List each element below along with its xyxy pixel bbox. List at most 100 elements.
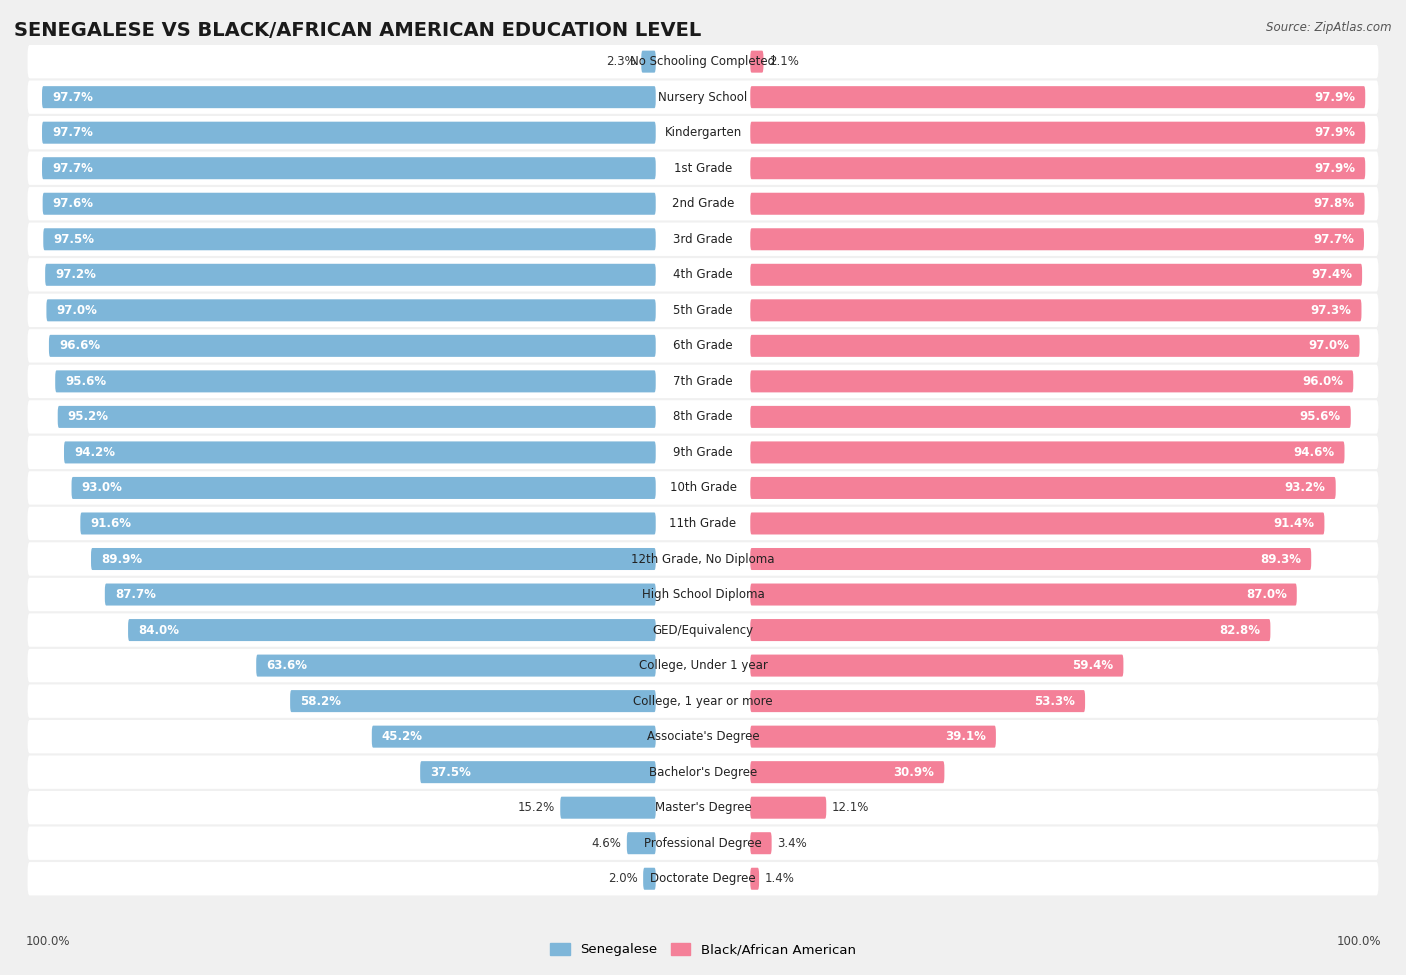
FancyBboxPatch shape	[28, 258, 1378, 292]
FancyBboxPatch shape	[28, 151, 1378, 185]
FancyBboxPatch shape	[751, 370, 1354, 392]
Text: SENEGALESE VS BLACK/AFRICAN AMERICAN EDUCATION LEVEL: SENEGALESE VS BLACK/AFRICAN AMERICAN EDU…	[14, 21, 702, 40]
FancyBboxPatch shape	[751, 725, 995, 748]
FancyBboxPatch shape	[751, 548, 1312, 570]
Text: Kindergarten: Kindergarten	[665, 126, 741, 139]
Text: 1.4%: 1.4%	[765, 873, 794, 885]
Text: College, Under 1 year: College, Under 1 year	[638, 659, 768, 672]
Text: 100.0%: 100.0%	[25, 935, 70, 948]
FancyBboxPatch shape	[627, 833, 655, 854]
FancyBboxPatch shape	[49, 334, 655, 357]
Text: Master's Degree: Master's Degree	[655, 801, 751, 814]
FancyBboxPatch shape	[751, 51, 763, 73]
FancyBboxPatch shape	[751, 157, 1365, 179]
FancyBboxPatch shape	[751, 477, 1336, 499]
Text: 97.7%: 97.7%	[52, 91, 93, 103]
FancyBboxPatch shape	[751, 228, 1364, 251]
Text: 11th Grade: 11th Grade	[669, 517, 737, 530]
Text: 87.7%: 87.7%	[115, 588, 156, 601]
FancyBboxPatch shape	[28, 649, 1378, 682]
FancyBboxPatch shape	[751, 797, 827, 819]
Text: 4.6%: 4.6%	[592, 837, 621, 850]
FancyBboxPatch shape	[290, 690, 655, 712]
Text: 97.9%: 97.9%	[1315, 162, 1355, 175]
FancyBboxPatch shape	[128, 619, 655, 642]
FancyBboxPatch shape	[28, 187, 1378, 220]
Text: 12th Grade, No Diploma: 12th Grade, No Diploma	[631, 553, 775, 566]
Text: Nursery School: Nursery School	[658, 91, 748, 103]
FancyBboxPatch shape	[28, 116, 1378, 149]
Text: 95.6%: 95.6%	[65, 374, 107, 388]
Legend: Senegalese, Black/African American: Senegalese, Black/African American	[543, 936, 863, 963]
FancyBboxPatch shape	[46, 299, 655, 322]
Text: 97.0%: 97.0%	[56, 304, 97, 317]
FancyBboxPatch shape	[28, 293, 1378, 327]
FancyBboxPatch shape	[751, 299, 1361, 322]
Text: 89.3%: 89.3%	[1260, 553, 1301, 566]
FancyBboxPatch shape	[751, 619, 1271, 642]
Text: 96.6%: 96.6%	[59, 339, 100, 352]
FancyBboxPatch shape	[256, 654, 655, 677]
FancyBboxPatch shape	[641, 51, 655, 73]
Text: Professional Degree: Professional Degree	[644, 837, 762, 850]
Text: 6th Grade: 6th Grade	[673, 339, 733, 352]
Text: 97.0%: 97.0%	[1309, 339, 1350, 352]
FancyBboxPatch shape	[751, 406, 1351, 428]
FancyBboxPatch shape	[28, 862, 1378, 895]
FancyBboxPatch shape	[28, 222, 1378, 256]
Text: 10th Grade: 10th Grade	[669, 482, 737, 494]
FancyBboxPatch shape	[65, 442, 655, 463]
FancyBboxPatch shape	[28, 791, 1378, 825]
FancyBboxPatch shape	[105, 583, 655, 605]
FancyBboxPatch shape	[91, 548, 655, 570]
Text: 15.2%: 15.2%	[517, 801, 555, 814]
Text: 93.0%: 93.0%	[82, 482, 122, 494]
Text: 59.4%: 59.4%	[1073, 659, 1114, 672]
FancyBboxPatch shape	[751, 583, 1296, 605]
Text: 4th Grade: 4th Grade	[673, 268, 733, 282]
FancyBboxPatch shape	[42, 157, 655, 179]
FancyBboxPatch shape	[28, 756, 1378, 789]
Text: 89.9%: 89.9%	[101, 553, 142, 566]
FancyBboxPatch shape	[28, 684, 1378, 718]
Text: 97.9%: 97.9%	[1315, 126, 1355, 139]
Text: 100.0%: 100.0%	[1336, 935, 1381, 948]
FancyBboxPatch shape	[28, 542, 1378, 575]
FancyBboxPatch shape	[28, 471, 1378, 505]
FancyBboxPatch shape	[28, 827, 1378, 860]
Text: 91.6%: 91.6%	[90, 517, 132, 530]
Text: Source: ZipAtlas.com: Source: ZipAtlas.com	[1267, 21, 1392, 34]
Text: 95.2%: 95.2%	[67, 410, 108, 423]
Text: 97.5%: 97.5%	[53, 233, 94, 246]
Text: 5th Grade: 5th Grade	[673, 304, 733, 317]
Text: 95.6%: 95.6%	[1299, 410, 1341, 423]
Text: 2.1%: 2.1%	[769, 56, 799, 68]
FancyBboxPatch shape	[28, 578, 1378, 611]
Text: 9th Grade: 9th Grade	[673, 446, 733, 459]
FancyBboxPatch shape	[751, 513, 1324, 534]
Text: 97.7%: 97.7%	[52, 126, 93, 139]
Text: 94.2%: 94.2%	[75, 446, 115, 459]
FancyBboxPatch shape	[42, 86, 655, 108]
Text: 2.0%: 2.0%	[607, 873, 638, 885]
FancyBboxPatch shape	[44, 228, 655, 251]
FancyBboxPatch shape	[751, 654, 1123, 677]
Text: 30.9%: 30.9%	[893, 765, 934, 779]
Text: 97.2%: 97.2%	[55, 268, 96, 282]
Text: 2nd Grade: 2nd Grade	[672, 197, 734, 211]
Text: 58.2%: 58.2%	[301, 694, 342, 708]
FancyBboxPatch shape	[42, 122, 655, 143]
Text: 87.0%: 87.0%	[1246, 588, 1286, 601]
Text: 2.3%: 2.3%	[606, 56, 636, 68]
Text: 53.3%: 53.3%	[1033, 694, 1076, 708]
FancyBboxPatch shape	[28, 365, 1378, 398]
Text: High School Diploma: High School Diploma	[641, 588, 765, 601]
FancyBboxPatch shape	[371, 725, 655, 748]
FancyBboxPatch shape	[55, 370, 655, 392]
FancyBboxPatch shape	[28, 436, 1378, 469]
Text: 37.5%: 37.5%	[430, 765, 471, 779]
FancyBboxPatch shape	[42, 193, 655, 214]
FancyBboxPatch shape	[72, 477, 655, 499]
FancyBboxPatch shape	[28, 720, 1378, 754]
Text: 63.6%: 63.6%	[266, 659, 308, 672]
